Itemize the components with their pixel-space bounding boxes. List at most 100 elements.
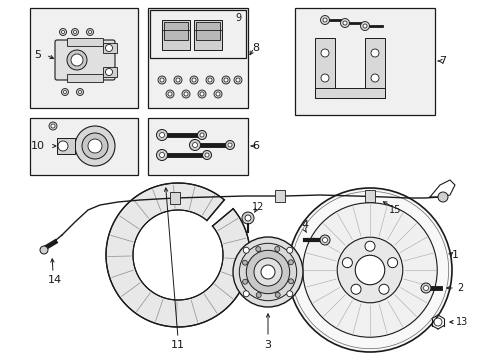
Circle shape: [183, 92, 187, 96]
Circle shape: [420, 283, 430, 293]
Text: 5: 5: [35, 50, 41, 60]
Bar: [314, 88, 384, 98]
Bar: [30, 118, 138, 175]
Bar: [148, 8, 247, 108]
Circle shape: [200, 133, 203, 137]
Circle shape: [232, 237, 303, 307]
Bar: [170, 192, 180, 204]
Circle shape: [239, 243, 296, 301]
Circle shape: [387, 258, 397, 267]
Circle shape: [337, 237, 402, 303]
Circle shape: [159, 132, 164, 138]
Circle shape: [261, 265, 274, 279]
Circle shape: [61, 89, 68, 95]
Circle shape: [302, 203, 436, 337]
Circle shape: [224, 78, 227, 82]
Circle shape: [58, 141, 68, 151]
Circle shape: [156, 149, 167, 161]
Circle shape: [288, 260, 293, 265]
Text: 9: 9: [234, 13, 241, 23]
Bar: [30, 8, 138, 108]
Circle shape: [197, 131, 206, 140]
Text: 15: 15: [388, 205, 400, 215]
Circle shape: [246, 250, 289, 294]
Polygon shape: [106, 183, 249, 327]
Text: 12: 12: [251, 202, 264, 212]
Circle shape: [234, 76, 242, 84]
Circle shape: [158, 76, 165, 84]
Circle shape: [214, 90, 222, 98]
Circle shape: [61, 31, 64, 33]
Circle shape: [176, 78, 180, 82]
Text: 10: 10: [31, 141, 45, 151]
Bar: [163, 22, 187, 40]
Bar: [67, 38, 103, 46]
Circle shape: [437, 192, 447, 202]
Circle shape: [288, 279, 293, 284]
Circle shape: [360, 22, 369, 31]
Circle shape: [60, 28, 66, 36]
Circle shape: [342, 21, 346, 25]
Circle shape: [76, 89, 83, 95]
Circle shape: [71, 28, 79, 36]
Circle shape: [189, 140, 200, 150]
Circle shape: [174, 76, 182, 84]
Circle shape: [370, 49, 378, 57]
Circle shape: [286, 291, 292, 297]
Text: 8: 8: [252, 43, 259, 53]
Text: 11: 11: [171, 340, 184, 350]
Circle shape: [88, 31, 91, 33]
Circle shape: [204, 153, 208, 157]
Circle shape: [67, 50, 87, 70]
Circle shape: [40, 246, 48, 254]
Circle shape: [243, 291, 249, 297]
Circle shape: [242, 260, 247, 265]
Circle shape: [207, 78, 212, 82]
Circle shape: [256, 293, 261, 298]
Bar: [294, 8, 434, 115]
Circle shape: [242, 279, 247, 284]
Circle shape: [364, 241, 374, 251]
Circle shape: [255, 247, 260, 252]
Circle shape: [71, 54, 83, 66]
Circle shape: [320, 74, 328, 82]
Circle shape: [340, 18, 349, 27]
Circle shape: [168, 92, 172, 96]
Text: 14: 14: [48, 275, 62, 285]
Text: 4: 4: [301, 220, 308, 230]
Circle shape: [227, 143, 231, 147]
Circle shape: [86, 28, 93, 36]
Circle shape: [79, 90, 81, 94]
Bar: [196, 22, 220, 40]
Circle shape: [320, 15, 329, 24]
Circle shape: [190, 76, 198, 84]
Circle shape: [342, 258, 352, 267]
Circle shape: [82, 133, 108, 159]
Circle shape: [322, 238, 327, 243]
Circle shape: [370, 74, 378, 82]
Circle shape: [243, 247, 249, 253]
Circle shape: [105, 45, 112, 51]
Text: 2: 2: [456, 283, 462, 293]
Bar: [103, 43, 117, 53]
Circle shape: [274, 247, 279, 251]
Text: 13: 13: [455, 317, 467, 327]
Circle shape: [202, 150, 211, 159]
Bar: [162, 20, 190, 50]
Bar: [103, 67, 117, 77]
Circle shape: [216, 92, 220, 96]
Text: 3: 3: [264, 340, 271, 350]
Circle shape: [159, 153, 164, 158]
Circle shape: [73, 31, 76, 33]
Circle shape: [51, 124, 55, 128]
Bar: [150, 10, 245, 58]
Circle shape: [244, 215, 250, 221]
Circle shape: [160, 78, 163, 82]
Text: 6: 6: [252, 141, 259, 151]
Circle shape: [323, 18, 326, 22]
Circle shape: [49, 122, 57, 130]
Circle shape: [205, 76, 214, 84]
Circle shape: [287, 188, 451, 352]
Bar: [364, 190, 374, 202]
Bar: [194, 20, 222, 50]
